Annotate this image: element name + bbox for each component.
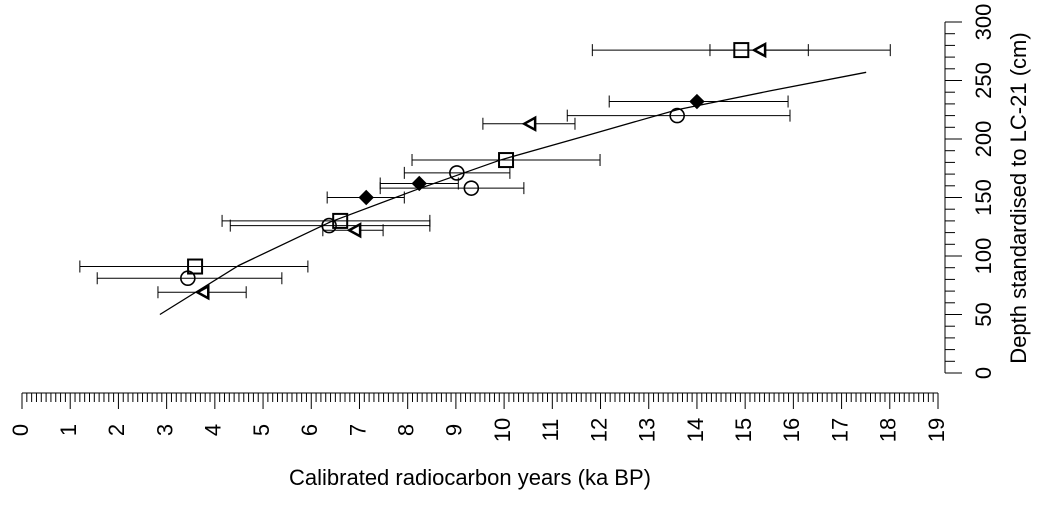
diamond-point [411, 175, 427, 192]
x-tick-label: 4 [201, 424, 226, 436]
x-tick-label: 3 [152, 424, 177, 436]
error-bar [96, 272, 283, 285]
x-tick-label: 13 [635, 418, 660, 442]
x-tick-label: 11 [538, 419, 563, 442]
x-tick-label: 19 [924, 418, 949, 442]
x-tick-label: 18 [876, 418, 901, 442]
triangle-point [751, 41, 767, 59]
x-tick-label: 5 [249, 424, 274, 436]
error-bar [566, 109, 791, 122]
circle-point [449, 165, 465, 181]
y-axis-title: Depth standardised to LC-21 (cm) [1006, 32, 1031, 363]
error-bar [709, 44, 891, 57]
y-tick-label: 200 [971, 121, 996, 158]
triangle-point [194, 284, 210, 301]
x-tick-label: 6 [297, 424, 322, 436]
x-tick-label: 8 [393, 424, 418, 436]
circle-point [321, 217, 337, 234]
x-tick-label: 2 [104, 424, 129, 436]
square-point [498, 152, 515, 169]
x-tick-label: 12 [586, 418, 611, 442]
x-axis-title: Calibrated radiocarbon years (ka BP) [289, 465, 651, 490]
x-tick-label: 16 [779, 418, 804, 442]
y-tick-label: 300 [971, 4, 996, 41]
diamond-point [358, 189, 374, 206]
error-bar [403, 166, 511, 179]
circle-point [463, 180, 480, 196]
x-tick-label: 15 [731, 418, 756, 442]
x-tick-label: 10 [490, 418, 515, 442]
error-bar [411, 154, 601, 167]
x-tick-label: 1 [56, 424, 81, 436]
diamond-point [689, 93, 705, 110]
triangle-point [346, 222, 362, 239]
x-tick-label: 9 [442, 424, 467, 436]
y-tick-label: 100 [971, 238, 996, 275]
circle-point [669, 107, 685, 124]
y-tick-label: 50 [971, 302, 996, 326]
y-tick-label: 250 [971, 62, 996, 99]
x-tick-label: 17 [827, 418, 852, 442]
circle-point [180, 270, 196, 287]
triangle-point [521, 115, 537, 132]
error-bar [229, 219, 431, 232]
error-bar [79, 260, 309, 273]
square-point [187, 258, 204, 275]
y-tick-label: 0 [971, 367, 996, 379]
y-tick-label: 150 [971, 179, 996, 216]
x-tick-label: 14 [683, 418, 708, 442]
x-tick-label: 0 [8, 424, 33, 436]
x-tick-label: 7 [345, 424, 370, 436]
